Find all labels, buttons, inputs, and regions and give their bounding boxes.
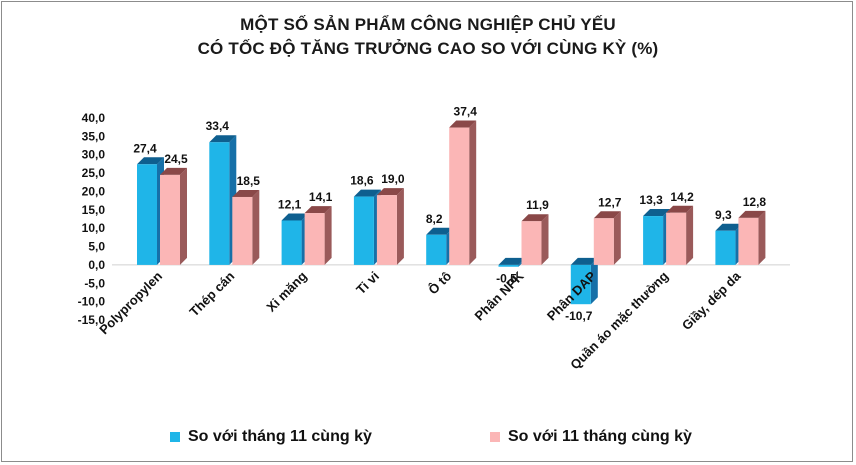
data-label-series-2: 12,7	[598, 195, 622, 209]
y-tick-label: 40,0	[82, 111, 106, 125]
legend-item-series-1: So với tháng 11 cùng kỳ	[170, 426, 372, 448]
bar-series-1	[643, 216, 664, 265]
x-tick-label: Xi măng	[263, 268, 309, 314]
bar-series-2-side	[686, 205, 694, 265]
legend-swatch-series-1	[170, 432, 180, 442]
bar-series-1	[137, 164, 157, 265]
chart-subtitle: CÓ TỐC ĐỘ TĂNG TRƯỞNG CAO SO VỚI CÙNG KỲ…	[197, 39, 659, 58]
chart-title: MỘT SỐ SẢN PHẨM CÔNG NGHIỆP CHỦ YẾU	[240, 15, 616, 34]
data-label-series-1: 27,4	[133, 141, 157, 155]
y-tick-label: 25,0	[82, 166, 106, 180]
data-label-series-2: 14,2	[670, 190, 694, 204]
bar-series-2-side	[252, 189, 260, 265]
y-tick-label: -10,0	[78, 295, 106, 309]
legend-swatch-series-2	[490, 432, 500, 442]
bar-series-1	[353, 196, 374, 265]
bar-series-1	[570, 264, 591, 305]
legend-label-series-1: So với tháng 11 cùng kỳ	[188, 428, 372, 445]
y-tick-label: 35,0	[82, 129, 106, 143]
bar-series-1	[426, 234, 447, 265]
bar-series-2-side	[469, 120, 477, 265]
bar-series-1-top	[137, 157, 164, 165]
bar-series-2	[593, 218, 614, 265]
bar-series-1-side	[590, 257, 598, 305]
x-tick-label: Thép cán	[186, 268, 237, 319]
bar-series-2	[232, 196, 253, 265]
bar-series-2-side	[613, 211, 621, 265]
bar-series-1-top	[715, 223, 743, 231]
bar-series-1-top	[353, 189, 381, 197]
x-tick-label: Polypropylen	[96, 268, 165, 337]
data-label-series-1: 12,1	[278, 197, 302, 211]
legend-label-series-2: So với 11 tháng cùng kỳ	[508, 428, 692, 445]
bar-series-1-top	[426, 227, 454, 235]
bar-series-2-top	[449, 120, 477, 128]
bar-series-2-side	[758, 210, 766, 265]
x-tick-label: Ô tô	[425, 268, 454, 297]
bar-series-1	[715, 230, 736, 265]
bar-series-2	[304, 213, 325, 265]
bar-series-1-top	[570, 257, 598, 265]
data-label-series-2: 37,4	[454, 105, 478, 119]
y-tick-label: 30,0	[82, 148, 106, 162]
y-tick-label: 5,0	[88, 240, 105, 254]
bar-series-1	[498, 264, 519, 267]
bar-series-2-top	[232, 189, 260, 197]
y-tick-label: -5,0	[84, 276, 105, 290]
bar-series-2	[666, 212, 687, 265]
data-label-series-1: 8,2	[426, 212, 443, 226]
data-label-series-1: 13,3	[639, 193, 663, 207]
data-label-series-1: -10,7	[565, 309, 593, 323]
y-tick-label: 10,0	[82, 221, 106, 235]
data-label-series-2: 12,8	[743, 195, 767, 209]
bar-series-1-top	[209, 135, 237, 143]
bar-series-2-top	[160, 167, 187, 175]
bar-series-2-top	[376, 188, 404, 196]
data-label-series-2: 19,0	[381, 172, 405, 186]
data-label-series-2: 18,5	[237, 174, 261, 188]
bar-series-2-side	[541, 214, 549, 265]
bar-series-2	[521, 221, 542, 265]
data-label-series-1: 33,4	[206, 119, 230, 133]
bar-series-2	[449, 127, 470, 265]
bar-series-2	[376, 195, 397, 265]
bar-series-2-top	[666, 205, 694, 213]
bar-series-2	[160, 174, 180, 265]
bar-series-2-side	[324, 206, 332, 265]
bar-series-2-side	[396, 188, 404, 265]
y-tick-label: 20,0	[82, 184, 106, 198]
bar-series-2-top	[304, 206, 332, 214]
y-tick-label: 15,0	[82, 203, 106, 217]
y-tick-label: -15,0	[78, 313, 106, 327]
bar-series-1-top	[498, 257, 526, 265]
data-label-series-1: -0,5	[496, 272, 517, 286]
x-tick-label: Ti vi	[353, 268, 382, 297]
bar-series-1-top	[643, 209, 671, 217]
bar-series-2-top	[738, 210, 766, 218]
legend-item-series-2: So với 11 tháng cùng kỳ	[490, 426, 692, 448]
data-label-series-2: 11,9	[526, 198, 549, 212]
bar-series-2-side	[180, 167, 187, 265]
bar-series-2-top	[593, 211, 621, 219]
y-tick-label: 0,0	[88, 258, 105, 272]
x-tick-label: Giầy, dép da	[679, 268, 744, 333]
data-label-series-1: 9,3	[715, 208, 732, 222]
bar-series-1	[281, 220, 302, 265]
data-label-series-1: 18,6	[350, 174, 374, 188]
bar-series-1	[209, 142, 230, 265]
bar-series-1-top	[281, 213, 309, 221]
bar-series-2	[738, 217, 759, 265]
data-label-series-2: 24,5	[164, 152, 188, 166]
data-label-series-2: 14,1	[309, 190, 333, 204]
bar-series-2-top	[521, 214, 549, 222]
